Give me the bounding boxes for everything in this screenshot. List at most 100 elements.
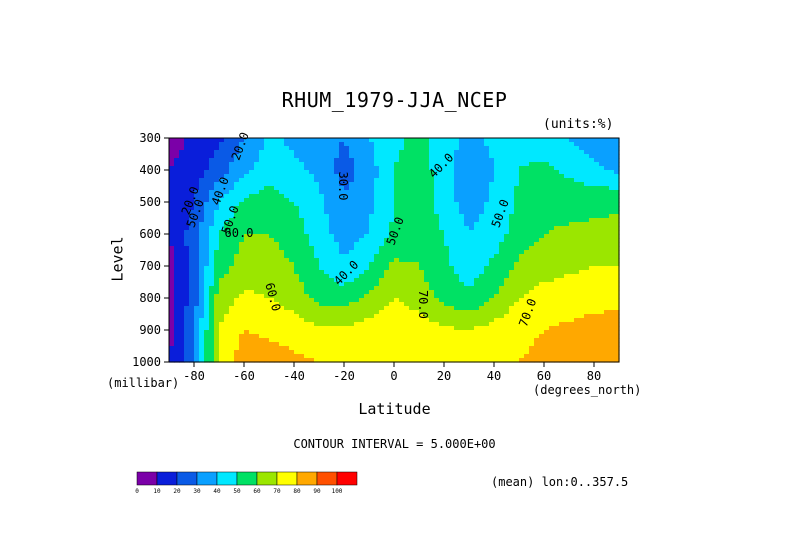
contour-cell — [284, 210, 290, 215]
contour-cell — [254, 158, 260, 163]
contour-cell — [569, 218, 575, 223]
contour-cell — [544, 306, 550, 311]
contour-cell — [489, 170, 495, 175]
contour-cell — [604, 326, 610, 331]
contour-cell — [324, 294, 330, 299]
contour-cell — [484, 338, 490, 343]
contour-cell — [584, 150, 590, 155]
contour-cell — [399, 306, 405, 311]
contour-cell — [404, 214, 410, 219]
contour-cell — [604, 162, 610, 167]
contour-cell — [484, 170, 490, 175]
contour-cell — [314, 182, 320, 187]
contour-cell — [354, 270, 360, 275]
contour-cell — [314, 278, 320, 283]
contour-cell — [564, 202, 570, 207]
contour-cell — [289, 278, 295, 283]
contour-cell — [489, 178, 495, 183]
contour-cell — [359, 274, 365, 279]
contour-cell — [439, 290, 445, 295]
contour-cell — [389, 278, 395, 283]
contour-cell — [459, 246, 465, 251]
contour-cell — [299, 186, 305, 191]
contour-cell — [374, 286, 380, 291]
contour-cell — [174, 166, 180, 171]
contour-cell — [319, 250, 325, 255]
contour-cell — [594, 282, 600, 287]
contour-cell — [399, 314, 405, 319]
contour-cell — [299, 346, 305, 351]
contour-cell — [589, 162, 595, 167]
contour-cell — [599, 326, 605, 331]
contour-cell — [424, 262, 430, 267]
contour-cell — [224, 210, 230, 215]
contour-cell — [349, 306, 355, 311]
contour-cell — [579, 350, 585, 355]
contour-cell — [179, 334, 185, 339]
contour-cell — [609, 162, 615, 167]
contour-cell — [499, 254, 505, 259]
contour-cell — [329, 278, 335, 283]
contour-cell — [394, 182, 400, 187]
contour-cell — [399, 190, 405, 195]
contour-cell — [199, 202, 205, 207]
contour-cell — [494, 274, 500, 279]
contour-cell — [374, 258, 380, 263]
contour-cell — [314, 258, 320, 263]
contour-cell — [459, 338, 465, 343]
contour-cell — [454, 254, 460, 259]
contour-cell — [479, 338, 485, 343]
contour-cell — [364, 178, 370, 183]
contour-cell — [479, 278, 485, 283]
contour-cell — [314, 142, 320, 147]
contour-cell — [199, 234, 205, 239]
contour-cell — [254, 146, 260, 151]
contour-cell — [194, 342, 200, 347]
contour-cell — [374, 222, 380, 227]
contour-cell — [359, 334, 365, 339]
contour-cell — [449, 178, 455, 183]
contour-cell — [579, 146, 585, 151]
contour-cell — [434, 214, 440, 219]
contour-cell — [564, 238, 570, 243]
contour-cell — [239, 322, 245, 327]
contour-cell — [269, 154, 275, 159]
contour-cell — [544, 278, 550, 283]
contour-cell — [414, 230, 420, 235]
contour-cell — [479, 190, 485, 195]
contour-cell — [379, 266, 385, 271]
contour-cell — [204, 154, 210, 159]
contour-cell — [444, 298, 450, 303]
contour-cell — [189, 318, 195, 323]
contour-cell — [234, 198, 240, 203]
contour-cell — [319, 294, 325, 299]
contour-cell — [299, 314, 305, 319]
contour-cell — [219, 138, 225, 143]
contour-cell — [209, 214, 215, 219]
contour-cell — [459, 270, 465, 275]
contour-cell — [349, 226, 355, 231]
contour-cell — [444, 194, 450, 199]
contour-cell — [534, 198, 540, 203]
contour-cell — [284, 226, 290, 231]
contour-cell — [469, 210, 475, 215]
contour-cell — [274, 166, 280, 171]
contour-cell — [424, 238, 430, 243]
contour-cell — [254, 282, 260, 287]
contour-cell — [494, 182, 500, 187]
contour-cell — [474, 166, 480, 171]
contour-cell — [424, 306, 430, 311]
contour-cell — [184, 262, 190, 267]
contour-cell — [234, 274, 240, 279]
contour-cell — [374, 314, 380, 319]
contour-cell — [609, 242, 615, 247]
contour-cell — [454, 318, 460, 323]
contour-cell — [494, 326, 500, 331]
contour-cell — [394, 274, 400, 279]
contour-cell — [274, 190, 280, 195]
contour-cell — [234, 314, 240, 319]
contour-cell — [274, 210, 280, 215]
contour-cell — [454, 286, 460, 291]
contour-cell — [174, 230, 180, 235]
contour-cell — [239, 186, 245, 191]
